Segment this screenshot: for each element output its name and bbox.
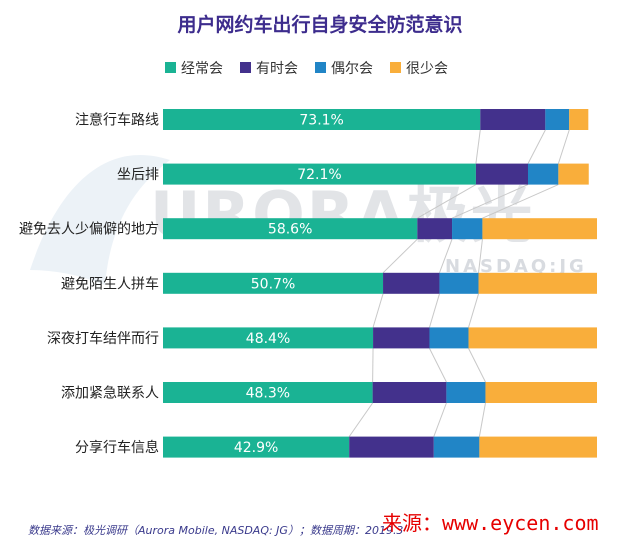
bar-2-5: [446, 382, 486, 403]
data-label-1: 72.1%: [297, 167, 341, 183]
bar-1-4: [373, 327, 430, 349]
bar-3-6: [479, 436, 597, 458]
bar-1-6: [349, 436, 434, 458]
chart-title: 用户网约车出行自身安全防范意识: [177, 13, 462, 36]
connector-line: [372, 293, 384, 328]
legend-label-3: 很少会: [406, 61, 448, 77]
bar-0-6: [163, 436, 350, 458]
bar-2-3: [439, 272, 479, 294]
bar-2-4: [429, 327, 469, 349]
connector-line: [482, 184, 559, 219]
data-label-2: 58.6%: [268, 222, 312, 238]
category-label-5: 添加紧急联系人: [61, 386, 159, 402]
bar-2-0: [545, 109, 570, 130]
bar-0-0: [163, 109, 481, 130]
bar-0-1: [163, 163, 476, 185]
connector-line: [557, 129, 570, 164]
bar-3-0: [569, 109, 589, 130]
bar-0-5: [163, 382, 373, 403]
bar-2-2: [452, 218, 483, 240]
connector-line: [468, 293, 479, 328]
bar-2-6: [433, 436, 480, 458]
bar-3-3: [478, 272, 597, 294]
bar-3-5: [485, 382, 597, 403]
legend-swatch-2: [315, 62, 326, 73]
connector-line: [527, 129, 546, 164]
connector-lines: [348, 129, 570, 437]
connector-line: [428, 293, 440, 328]
legend: 经常会 有时会 偶尔会 很少会: [165, 61, 448, 77]
connector-line: [417, 184, 477, 219]
legend-label-0: 经常会: [181, 61, 223, 77]
data-label-5: 48.3%: [246, 386, 290, 402]
bar-0-2: [163, 218, 418, 240]
connector-line: [475, 129, 481, 164]
data-label-0: 73.1%: [299, 113, 343, 129]
category-label-2: 避免去人少偏僻的地方: [19, 222, 159, 238]
watermark-logo-shape: [30, 154, 170, 285]
legend-label-1: 有时会: [256, 61, 298, 77]
connector-line: [348, 402, 374, 437]
data-label-3: 50.7%: [251, 276, 295, 292]
legend-swatch-1: [240, 62, 251, 73]
bar-3-1: [558, 163, 589, 185]
category-label-6: 分享行车信息: [75, 439, 159, 456]
legend-swatch-0: [165, 62, 176, 73]
category-label-0: 注意行车路线: [75, 112, 159, 129]
data-label-4: 48.4%: [246, 331, 290, 347]
category-label-3: 避免陌生人拼车: [61, 275, 159, 292]
bar-1-0: [480, 109, 546, 130]
bar-0-4: [163, 327, 374, 349]
connector-line: [438, 239, 453, 273]
bar-3-4: [468, 327, 597, 349]
connector-line: [478, 239, 483, 273]
source-note: 数据来源：极光调研（Aurora Mobile, NASDAQ: JG）；数据周…: [28, 524, 403, 537]
connector-line: [382, 238, 418, 274]
category-label-4: 深夜打车结伴而行: [47, 330, 159, 347]
watermark-text: URORA极光: [150, 178, 535, 251]
bar-1-3: [383, 272, 440, 294]
bar-3-2: [482, 218, 597, 240]
connector-line: [468, 348, 486, 383]
legend-label-2: 偶尔会: [331, 61, 373, 77]
connector-line: [429, 348, 447, 383]
connector-line: [478, 402, 486, 437]
bar-0-3: [163, 272, 384, 294]
category-labels: 注意行车路线坐后排避免去人少偏僻的地方避免陌生人拼车深夜打车结伴而行添加紧急联系…: [19, 112, 159, 457]
bar-1-5: [372, 382, 447, 403]
bars: 73.1% 72.1% 58.6% 50.7% 48.4% 48.3% 42.9%: [163, 109, 597, 458]
connector-line: [433, 402, 447, 437]
credit-text: 来源：www.eycen.com: [382, 511, 599, 535]
category-label-1: 坐后排: [117, 167, 159, 183]
connector-line: [451, 184, 529, 219]
bar-2-1: [527, 163, 559, 185]
bar-1-1: [475, 163, 528, 185]
legend-swatch-3: [390, 62, 401, 73]
bar-1-2: [417, 218, 453, 240]
data-label-6: 42.9%: [234, 440, 278, 456]
